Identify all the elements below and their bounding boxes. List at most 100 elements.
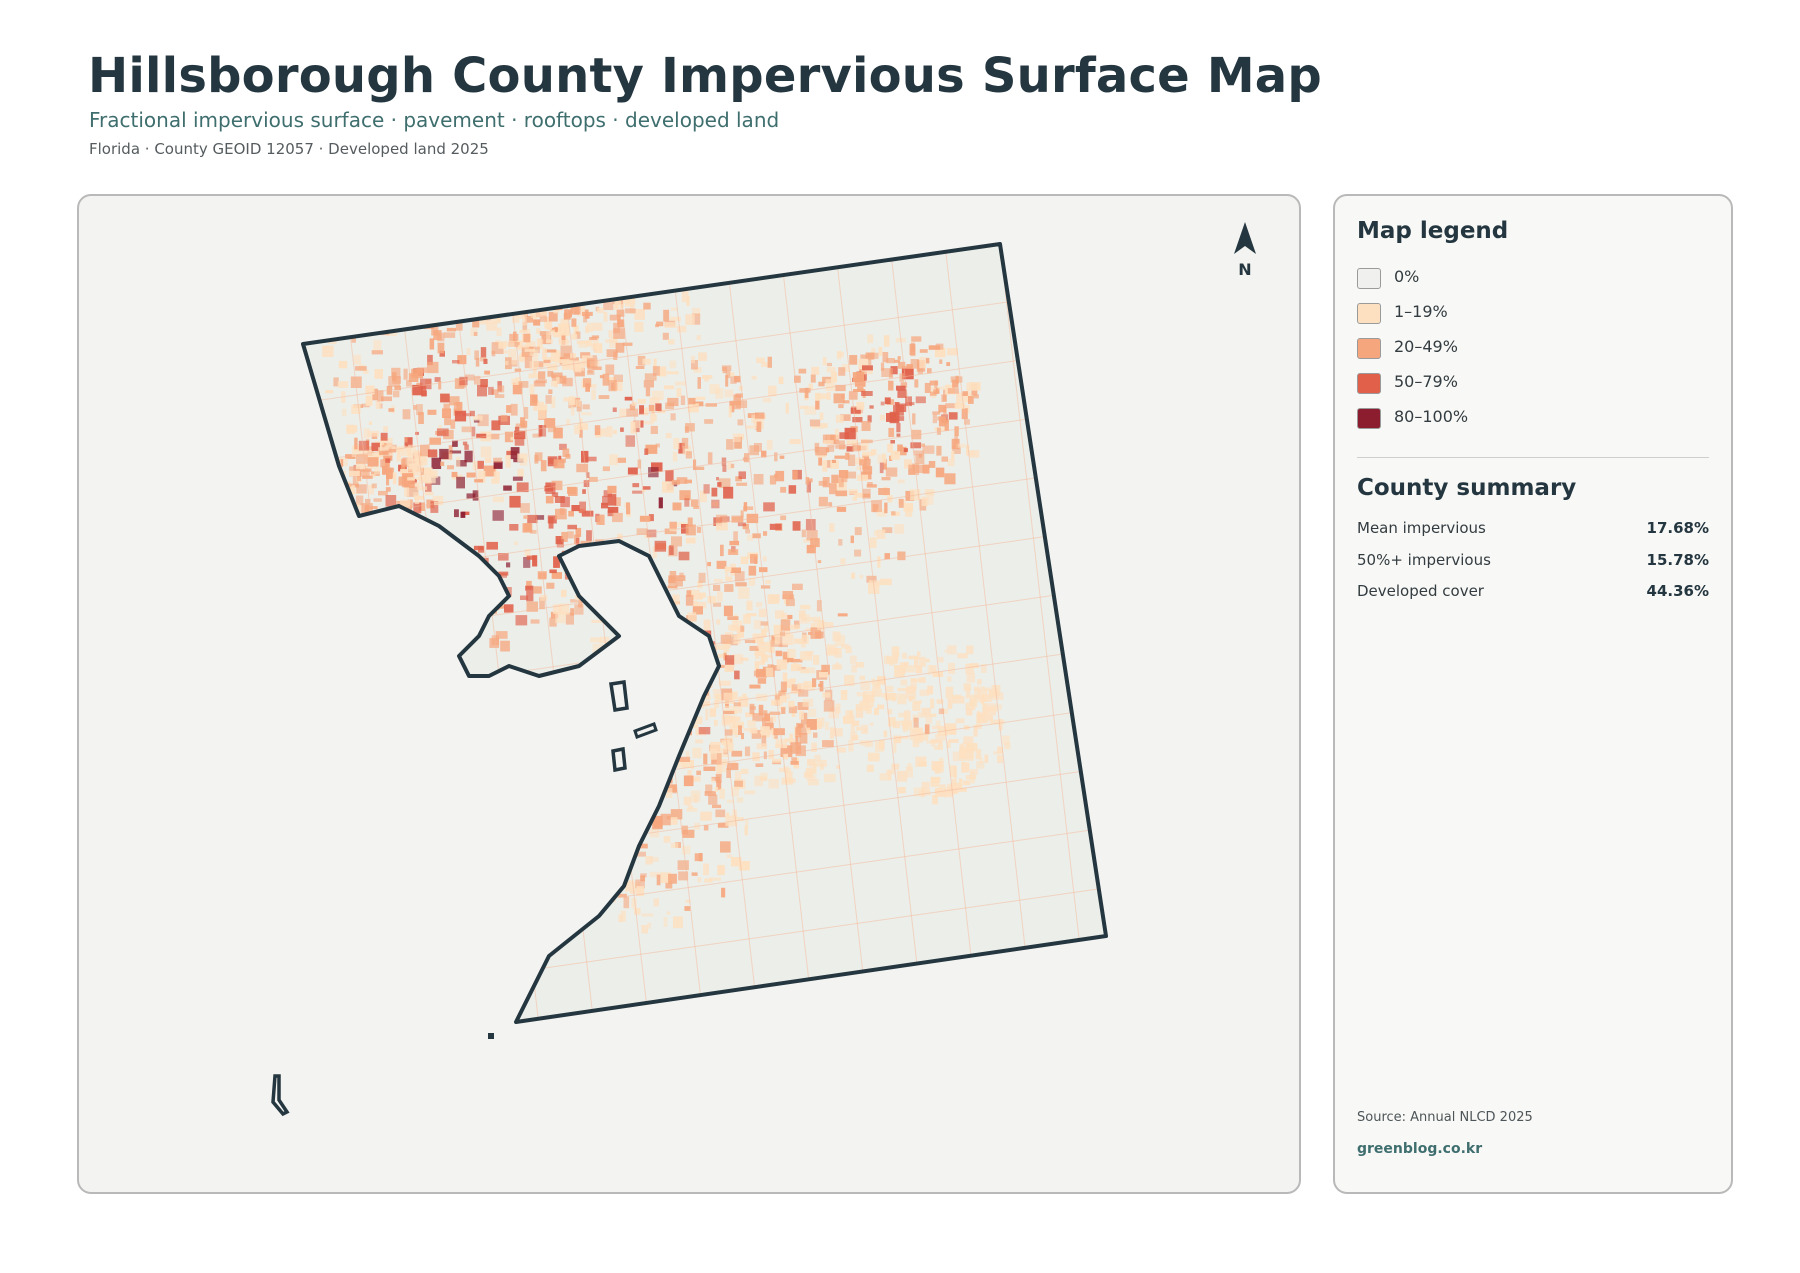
density-cell bbox=[852, 720, 860, 727]
density-cell bbox=[697, 377, 701, 389]
density-cell bbox=[617, 265, 629, 272]
density-cell bbox=[878, 347, 883, 356]
density-cell bbox=[683, 796, 692, 806]
density-cell bbox=[598, 835, 609, 845]
density-cell bbox=[493, 457, 502, 463]
density-cell bbox=[801, 634, 809, 644]
density-cell bbox=[488, 433, 500, 440]
density-cell bbox=[418, 412, 424, 424]
density-cell bbox=[507, 285, 520, 295]
density-cell bbox=[960, 392, 972, 403]
density-cell bbox=[410, 541, 416, 554]
county-map[interactable] bbox=[79, 196, 1301, 1194]
density-cell bbox=[776, 659, 788, 670]
density-cell bbox=[838, 470, 849, 479]
density-cell bbox=[715, 694, 722, 702]
density-cell bbox=[711, 776, 720, 781]
density-cell bbox=[579, 224, 583, 227]
density-cell bbox=[794, 375, 801, 383]
density-cell bbox=[574, 424, 580, 435]
density-cell bbox=[788, 485, 797, 494]
density-cell bbox=[572, 836, 580, 840]
density-cell bbox=[665, 470, 674, 482]
density-cell bbox=[473, 331, 478, 336]
density-cell bbox=[474, 350, 479, 360]
density-cell bbox=[394, 521, 400, 527]
density-cell bbox=[588, 673, 595, 677]
credit-link[interactable]: greenblog.co.kr bbox=[1357, 1141, 1483, 1157]
density-cell bbox=[423, 523, 430, 532]
density-cell bbox=[514, 273, 526, 285]
density-cell bbox=[746, 425, 754, 429]
density-cell bbox=[597, 704, 602, 714]
density-cell bbox=[631, 898, 637, 909]
density-cell bbox=[325, 475, 329, 480]
density-cell bbox=[622, 342, 633, 346]
density-cell bbox=[514, 437, 525, 446]
density-cell bbox=[408, 444, 416, 457]
density-cell bbox=[440, 393, 450, 403]
density-cell bbox=[790, 658, 803, 663]
density-cell bbox=[454, 410, 467, 422]
density-cell bbox=[456, 460, 467, 467]
density-cell bbox=[562, 377, 573, 387]
density-cell bbox=[521, 282, 527, 288]
density-cell bbox=[761, 735, 767, 747]
density-cell bbox=[780, 681, 787, 692]
density-cell bbox=[794, 620, 800, 629]
density-cell bbox=[653, 898, 659, 907]
density-cell bbox=[856, 401, 865, 410]
density-cell bbox=[831, 474, 839, 483]
density-cell bbox=[810, 627, 822, 639]
density-cell bbox=[378, 490, 388, 496]
density-cell bbox=[518, 303, 526, 311]
map-panel[interactable] bbox=[77, 194, 1301, 1194]
density-cell bbox=[654, 776, 667, 780]
density-cell bbox=[517, 453, 528, 462]
density-cell bbox=[854, 527, 862, 536]
density-cell bbox=[902, 652, 907, 659]
density-cell bbox=[535, 515, 545, 520]
density-cell bbox=[599, 375, 605, 379]
density-cell bbox=[554, 267, 561, 273]
density-cell bbox=[641, 692, 651, 697]
density-cell bbox=[695, 396, 706, 400]
density-cell bbox=[666, 281, 674, 286]
density-cell bbox=[807, 759, 816, 766]
density-cell bbox=[904, 459, 912, 469]
density-cell bbox=[412, 384, 423, 396]
density-cell bbox=[340, 519, 350, 526]
density-cell bbox=[322, 494, 328, 503]
density-cell bbox=[531, 278, 540, 288]
density-cell bbox=[587, 784, 591, 796]
density-cell bbox=[700, 677, 704, 682]
density-cell bbox=[570, 297, 575, 304]
density-cell bbox=[626, 560, 636, 566]
density-cell bbox=[814, 754, 821, 762]
density-cell bbox=[932, 765, 938, 771]
density-cell bbox=[932, 794, 938, 805]
density-cell bbox=[795, 736, 799, 745]
density-cell bbox=[792, 521, 801, 531]
density-cell bbox=[903, 662, 909, 666]
density-cell bbox=[363, 539, 368, 549]
density-cell bbox=[436, 428, 449, 437]
density-cell bbox=[583, 480, 590, 487]
density-cell bbox=[816, 759, 827, 767]
density-cell bbox=[716, 761, 723, 774]
density-cell bbox=[627, 272, 639, 285]
density-cell bbox=[705, 708, 709, 721]
density-cell bbox=[894, 359, 901, 363]
density-cell bbox=[526, 329, 531, 336]
density-cell bbox=[363, 531, 372, 540]
density-cell bbox=[557, 226, 566, 236]
density-cell bbox=[719, 788, 725, 800]
density-cell bbox=[776, 696, 787, 703]
road-line bbox=[668, 244, 760, 1022]
density-cell bbox=[587, 545, 592, 556]
density-cell bbox=[670, 842, 679, 848]
density-cell bbox=[826, 460, 832, 468]
density-cell bbox=[550, 786, 556, 797]
density-cell bbox=[761, 450, 767, 458]
density-cell bbox=[799, 733, 808, 744]
